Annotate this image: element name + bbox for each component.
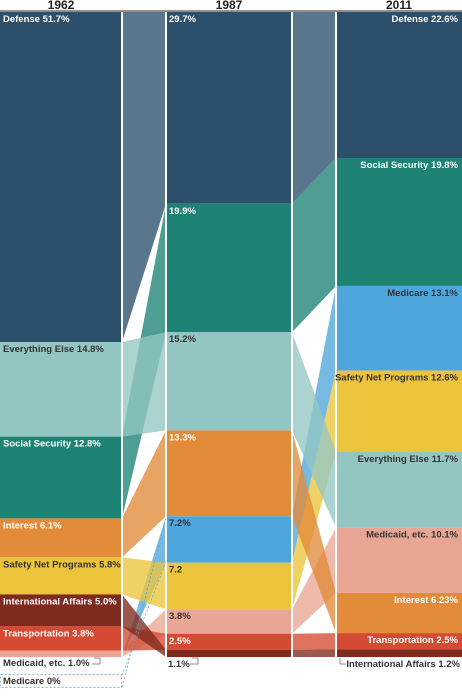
bar-international-affairs-2011: [336, 649, 462, 657]
bar-interest-1962: [0, 518, 122, 558]
label-medicare-1987: 7.2%: [169, 518, 191, 529]
label-everything-else-1987: 15.2%: [169, 334, 196, 345]
year-header-1987: 1987: [216, 0, 243, 12]
label-social-security-1962: Social Security 12.8%: [3, 439, 101, 450]
label-safety-net-programs-1962: Safety Net Programs 5.8%: [3, 559, 121, 570]
bar-international-affairs-1987: [166, 649, 292, 657]
ribbon-interest-1987-2011: [292, 430, 336, 634]
medicare-1962-box: [0, 674, 122, 688]
bar-defense-1962: [0, 12, 122, 343]
label-medicare-2011: Medicare 13.1%: [387, 288, 458, 299]
ribbon-defense-1962-1987: [122, 12, 166, 343]
bar-everything-else-2011: [336, 451, 462, 528]
leader-medicare-1962-b: [121, 561, 167, 676]
bar-transportation-2011: [336, 633, 462, 650]
leader-lines: [0, 516, 346, 688]
label-transportation-1962: Transportation 3.8%: [3, 628, 94, 639]
label-medicaid-etc-2011: Medicaid, etc. 10.1%: [366, 530, 458, 541]
segment-labels: Defense 51.7% Everything Else 14.8% Social…: [3, 14, 461, 687]
bar-international-affairs-1962: [0, 594, 122, 627]
label-interest-2011: Interest 6.23%: [394, 595, 458, 606]
label-defense-1962: Defense 51.7%: [3, 14, 70, 25]
ribbon-interest-1962-1987: [122, 430, 166, 558]
label-safety-net-programs-2011: Safety Net Programs 12.6%: [335, 373, 459, 384]
bar-medicare-1987: [166, 516, 292, 563]
label-defense-2011: Defense 22.6%: [391, 14, 458, 25]
ribbon-everything-else-1987-2011: [292, 332, 336, 528]
label-transportation-1987: 2.5%: [169, 636, 191, 647]
leader-intl-1987: [190, 657, 199, 665]
bar-social-security-2011: [336, 158, 462, 286]
bar-social-security-1962: [0, 436, 122, 519]
label-safety-net-programs-1987: 7.2: [169, 565, 182, 576]
bar-safety-net-programs-1987: [166, 562, 292, 610]
year-header-1962: 1962: [48, 0, 75, 12]
bar-medicaid-etc-1987: [166, 609, 292, 634]
bar-medicare-2011: [336, 285, 462, 371]
bar-everything-else-1987: [166, 332, 292, 431]
flow-ribbons: [122, 12, 336, 657]
leader-medicare-1962-a: [121, 516, 167, 688]
leader-intl-2011: [339, 658, 346, 665]
label-international-affairs-1987: 1.1%: [168, 659, 190, 670]
label-social-security-2011: Social Security 19.8%: [360, 160, 458, 171]
label-transportation-2011: Transportation 2.5%: [367, 635, 458, 646]
bar-defense-2011: [336, 12, 462, 159]
label-interest-1962: Interest 6.1%: [3, 520, 62, 531]
label-medicaid-etc-1962: Medicaid, etc. 1.0%: [3, 658, 90, 669]
label-defense-1987: 29.7%: [169, 14, 196, 25]
ribbon-everything-else-1962-1987: [122, 332, 166, 437]
label-international-affairs-2011: International Affairs 1.2%: [346, 659, 460, 670]
leader-medicaid-1962: [92, 657, 101, 665]
bar-interest-2011: [336, 592, 462, 634]
bar-safety-net-programs-1962: [0, 557, 122, 595]
label-medicare-1962: Medicare 0%: [3, 676, 61, 687]
bar-safety-net-programs-2011: [336, 370, 462, 452]
label-interest-1987: 13.3%: [169, 432, 196, 443]
ribbon-international-affairs-1962-1987: [122, 594, 166, 657]
bar-medicaid-etc-1962: [0, 650, 122, 657]
ribbon-transportation-1987-2011: [292, 633, 336, 650]
ribbon-safety-net-programs-1962-1987: [122, 557, 166, 610]
bar-medicaid-etc-2011: [336, 527, 462, 593]
label-social-security-1987: 19.9%: [169, 206, 196, 217]
ribbon-defense-1987-2011: [292, 12, 336, 204]
ribbon-international-affairs-1987-2011: [292, 649, 336, 657]
label-medicaid-etc-1987: 3.8%: [169, 611, 191, 622]
bar-social-security-1987: [166, 203, 292, 333]
bar-transportation-1962: [0, 626, 122, 651]
label-everything-else-2011: Everything Else 11.7%: [358, 454, 459, 465]
year-header-2011: 2011: [386, 0, 412, 12]
label-international-affairs-1962: International Affairs 5.0%: [3, 596, 117, 607]
bar-defense-1987: [166, 12, 292, 204]
year-headers: 1962 1987 2011: [0, 0, 462, 12]
stacked-bars: [0, 12, 462, 657]
bar-everything-else-1962: [0, 342, 122, 437]
ribbon-social-security-1987-2011: [292, 158, 336, 333]
bar-interest-1987: [166, 430, 292, 517]
bar-transportation-1987: [166, 633, 292, 650]
label-everything-else-1962: Everything Else 14.8%: [3, 344, 104, 355]
